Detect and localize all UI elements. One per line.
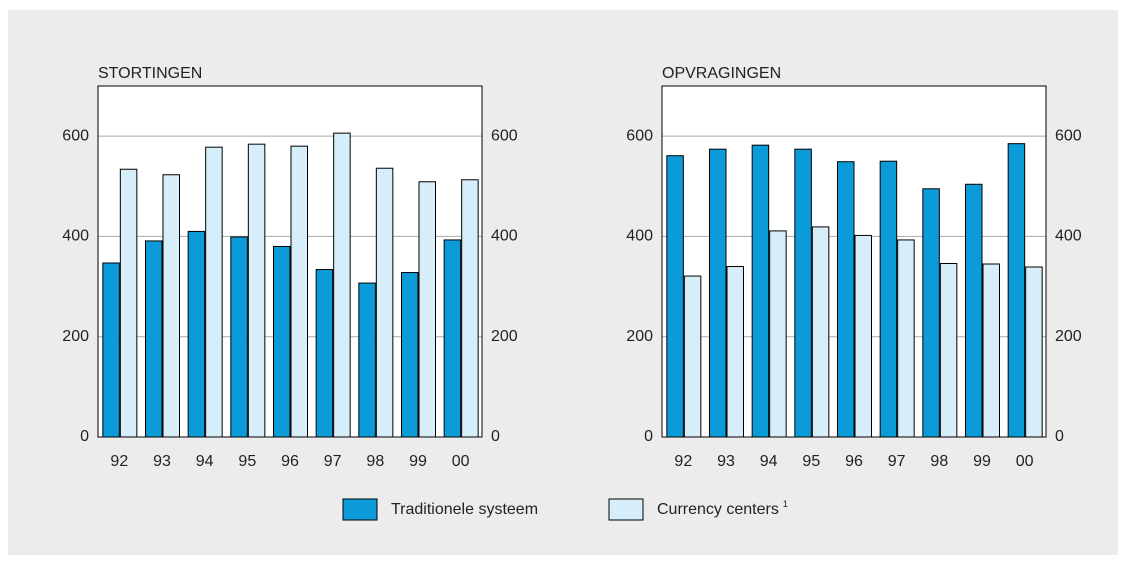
y-tick-label: 600	[62, 127, 89, 144]
y2-tick-label: 400	[491, 228, 518, 245]
y-tick-label: 200	[62, 328, 89, 345]
bar	[333, 132, 351, 438]
bar	[119, 168, 138, 438]
bar	[854, 234, 872, 438]
x-tick-label: 95	[802, 453, 820, 470]
y-tick-label: 600	[626, 127, 653, 144]
bar	[205, 146, 223, 438]
bar	[922, 188, 940, 438]
bar	[145, 240, 163, 438]
y2-tick-label: 0	[491, 428, 500, 445]
x-tick-label: 92	[674, 453, 692, 470]
y-tick-label: 200	[626, 328, 653, 345]
bar	[811, 226, 830, 438]
y2-tick-label: 600	[491, 127, 518, 144]
x-tick-label: 97	[888, 453, 906, 470]
bar	[315, 269, 334, 438]
bar	[939, 263, 958, 438]
bar	[794, 148, 812, 438]
bar	[273, 245, 291, 438]
legend-swatch	[608, 498, 644, 521]
bar	[102, 262, 120, 438]
x-tick-label: 00	[1016, 453, 1034, 470]
bar	[879, 160, 898, 438]
bar	[418, 181, 436, 438]
x-tick-label: 94	[760, 453, 778, 470]
bar	[375, 167, 394, 438]
bar	[230, 236, 248, 438]
bar	[162, 174, 180, 438]
y-tick-label: 0	[644, 428, 653, 445]
y2-tick-label: 200	[1055, 328, 1082, 345]
bar	[1007, 143, 1026, 438]
bar	[982, 263, 1000, 438]
chart-title: STORTINGEN	[98, 65, 202, 82]
bar	[358, 282, 376, 438]
bar	[683, 275, 702, 438]
y2-tick-label: 0	[1055, 428, 1064, 445]
legend-label: Currency centers 1	[657, 499, 788, 518]
x-tick-label: 95	[238, 453, 256, 470]
legend-name: Traditionele systeem	[391, 501, 538, 518]
x-tick-label: 98	[366, 453, 384, 470]
bar	[1025, 266, 1043, 438]
bar	[247, 143, 266, 438]
x-tick-label: 92	[110, 453, 128, 470]
bar	[965, 183, 983, 438]
plot-frame	[97, 85, 483, 438]
y-tick-label: 400	[62, 228, 89, 245]
legend-label: Traditionele systeem	[391, 501, 538, 518]
x-tick-label: 99	[973, 453, 991, 470]
bar	[443, 239, 462, 438]
bar	[709, 148, 727, 438]
bar	[401, 272, 419, 438]
y2-tick-label: 200	[491, 328, 518, 345]
bar	[769, 230, 787, 438]
x-tick-label: 96	[281, 453, 299, 470]
bar	[666, 155, 684, 438]
x-tick-label: 93	[717, 453, 735, 470]
bar	[187, 230, 206, 438]
chart-title: OPVRAGINGEN	[662, 65, 781, 82]
x-tick-label: 94	[196, 453, 214, 470]
bar	[461, 179, 479, 438]
x-tick-label: 93	[153, 453, 171, 470]
y-tick-label: 0	[80, 428, 89, 445]
legend-swatch	[342, 498, 378, 521]
bar	[837, 161, 855, 438]
y2-tick-label: 400	[1055, 228, 1082, 245]
legend-note: 1	[783, 499, 788, 509]
x-tick-label: 96	[845, 453, 863, 470]
bar	[290, 145, 308, 438]
bar	[726, 266, 744, 438]
y2-tick-label: 600	[1055, 127, 1082, 144]
plot-frame	[661, 85, 1047, 438]
x-tick-label: 99	[409, 453, 427, 470]
y-tick-label: 400	[626, 228, 653, 245]
x-tick-label: 00	[452, 453, 470, 470]
legend-name: Currency centers	[657, 501, 779, 518]
x-tick-label: 97	[324, 453, 342, 470]
bar	[751, 144, 770, 438]
bar	[897, 239, 915, 438]
x-tick-label: 98	[930, 453, 948, 470]
